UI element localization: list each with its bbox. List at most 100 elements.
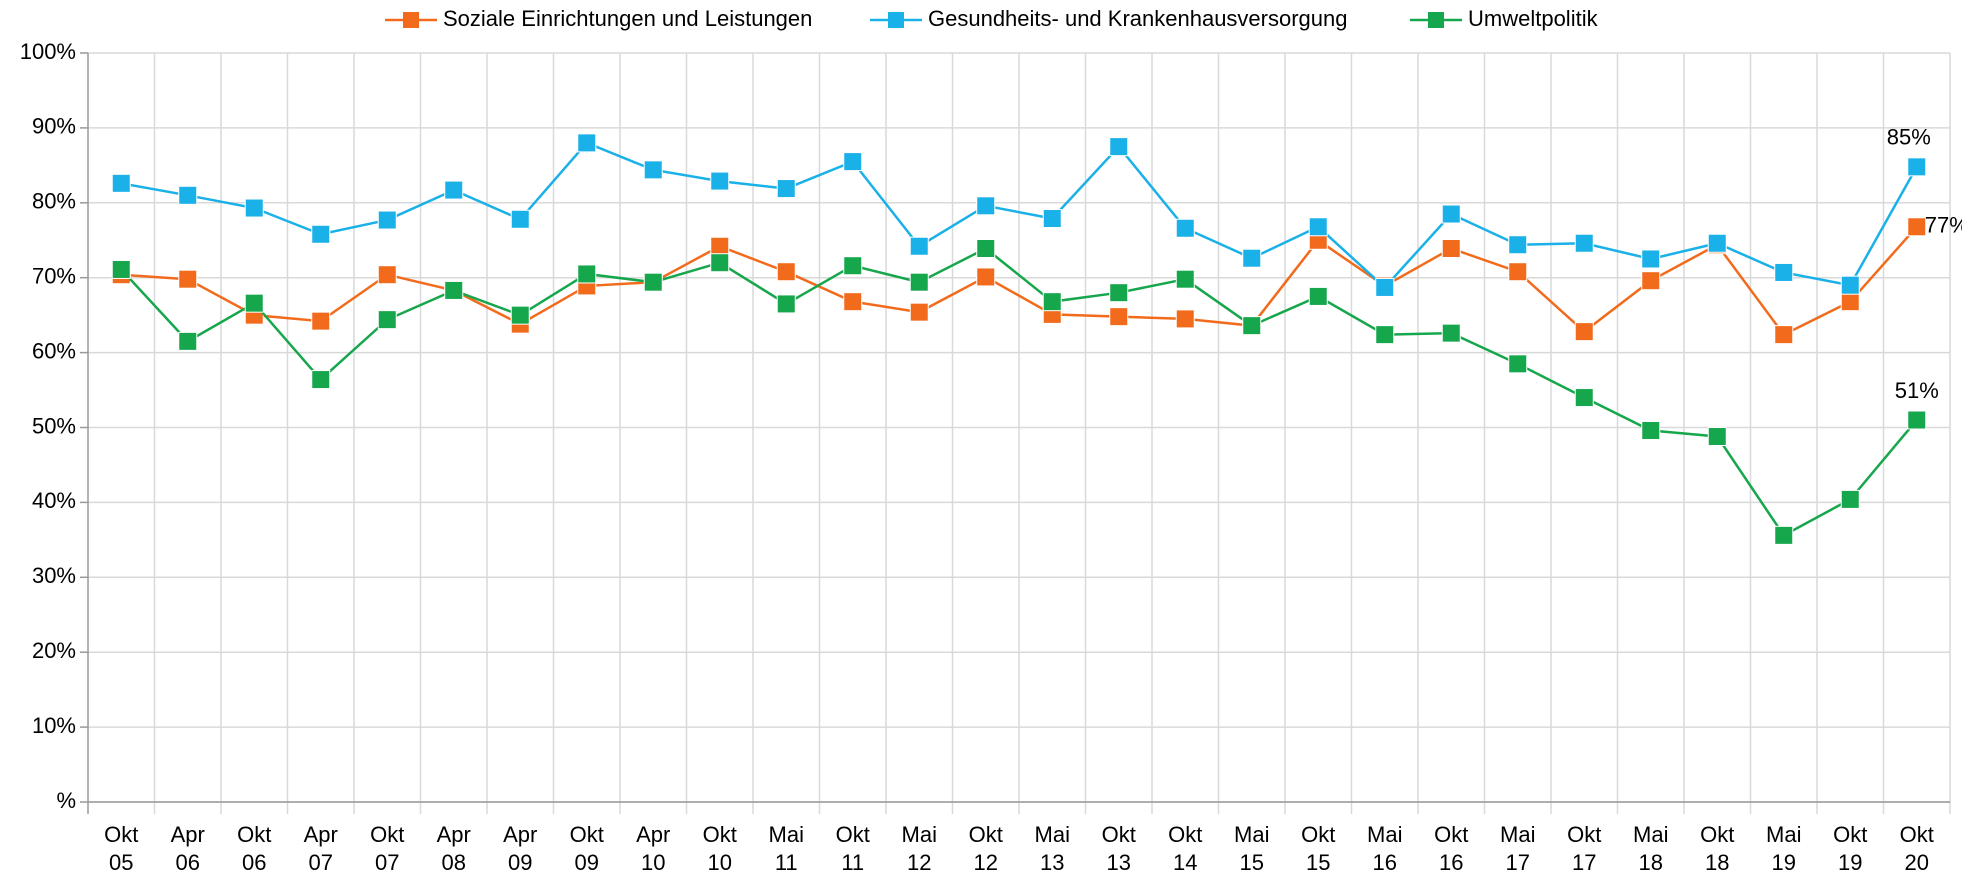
data-point [1175, 218, 1195, 238]
data-point [776, 294, 796, 314]
data-point [909, 236, 929, 256]
x-tick-label: Apr 07 [304, 822, 338, 875]
legend-marker [888, 12, 904, 28]
data-point [1574, 388, 1594, 408]
data-point [1508, 235, 1528, 255]
data-point [1707, 426, 1727, 446]
data-point [1109, 283, 1129, 303]
legend-marker [1428, 12, 1444, 28]
data-point [776, 179, 796, 199]
data-point [776, 262, 796, 282]
x-tick-label: Okt 17 [1567, 822, 1601, 875]
data-point [1907, 157, 1927, 177]
data-point [1308, 286, 1328, 306]
data-point [111, 173, 131, 193]
x-tick-label: Okt 18 [1700, 822, 1734, 875]
series-line [121, 225, 1918, 337]
data-point [178, 331, 198, 351]
data-point [1574, 233, 1594, 253]
data-point [1042, 209, 1062, 229]
data-point [377, 210, 397, 230]
data-point [1109, 307, 1129, 327]
data-point [1175, 309, 1195, 329]
x-tick-label: Okt 20 [1900, 822, 1934, 875]
x-tick-label: Okt 16 [1434, 822, 1468, 875]
x-tick-label: Mai 16 [1367, 822, 1402, 875]
data-point [1641, 249, 1661, 269]
data-point [577, 133, 597, 153]
data-point [1840, 292, 1860, 312]
x-tick-label: Okt 09 [570, 822, 604, 875]
data-point [710, 236, 730, 256]
data-point [710, 253, 730, 273]
data-point [444, 280, 464, 300]
y-tick-label: 70% [32, 264, 76, 289]
y-tick-label: 100% [20, 39, 76, 64]
data-point [444, 180, 464, 200]
x-tick-label: Mai 15 [1234, 822, 1269, 875]
data-point [377, 265, 397, 285]
data-point [976, 238, 996, 258]
series-line [120, 247, 1918, 537]
y-tick-label: 30% [32, 563, 76, 588]
data-point [178, 185, 198, 205]
data-point [244, 198, 264, 218]
data-point [510, 305, 530, 325]
data-point [976, 196, 996, 216]
data-point [843, 256, 863, 276]
x-tick-label: Mai 18 [1633, 822, 1668, 875]
x-tick-label: Okt 14 [1168, 822, 1202, 875]
legend-label: Gesundheits- und Krankenhausversorgung [928, 6, 1348, 31]
y-tick-label: 80% [32, 189, 76, 214]
data-point [1707, 233, 1727, 253]
data-point [843, 152, 863, 172]
data-point [1441, 238, 1461, 258]
data-point [843, 292, 863, 312]
x-tick-label: Mai 17 [1500, 822, 1535, 875]
y-tick-label: 60% [32, 338, 76, 363]
legend-label: Umweltpolitik [1468, 6, 1599, 31]
data-point [909, 272, 929, 292]
data-point [1109, 137, 1129, 157]
y-tick-label: % [56, 788, 76, 813]
data-point [1641, 420, 1661, 440]
value-label: 77% [1925, 213, 1962, 238]
y-tick-label: 20% [32, 638, 76, 663]
data-point [1375, 277, 1395, 297]
data-point [1042, 292, 1062, 312]
data-point [643, 272, 663, 292]
data-point [1840, 489, 1860, 509]
x-tick-label: Mai 11 [769, 822, 804, 875]
data-point [311, 311, 331, 331]
legend-marker [403, 12, 419, 28]
data-point [1840, 275, 1860, 295]
value-label: 51% [1895, 378, 1939, 403]
y-tick-label: 10% [32, 713, 76, 738]
data-point [1441, 204, 1461, 224]
data-point [111, 259, 131, 279]
data-point [577, 264, 597, 284]
x-tick-label: Okt 05 [104, 822, 138, 875]
data-point [311, 370, 331, 390]
legend-label: Soziale Einrichtungen und Leistungen [443, 6, 812, 31]
data-point [377, 310, 397, 330]
series-line [121, 141, 1918, 290]
data-point [909, 302, 929, 322]
data-point [1375, 325, 1395, 345]
data-point [1774, 325, 1794, 345]
y-tick-label: 40% [32, 488, 76, 513]
x-tick-label: Mai 19 [1766, 822, 1801, 875]
data-point [510, 209, 530, 229]
value-label: 85% [1887, 125, 1931, 150]
y-tick-label: 50% [32, 413, 76, 438]
data-point [1508, 354, 1528, 374]
data-point [1441, 323, 1461, 343]
x-tick-label: Okt 19 [1833, 822, 1867, 875]
data-point [1641, 271, 1661, 291]
x-tick-label: Okt 06 [237, 822, 271, 875]
data-point [1907, 410, 1927, 430]
data-point [710, 171, 730, 191]
y-tick-label: 90% [32, 114, 76, 139]
data-point [643, 160, 663, 180]
